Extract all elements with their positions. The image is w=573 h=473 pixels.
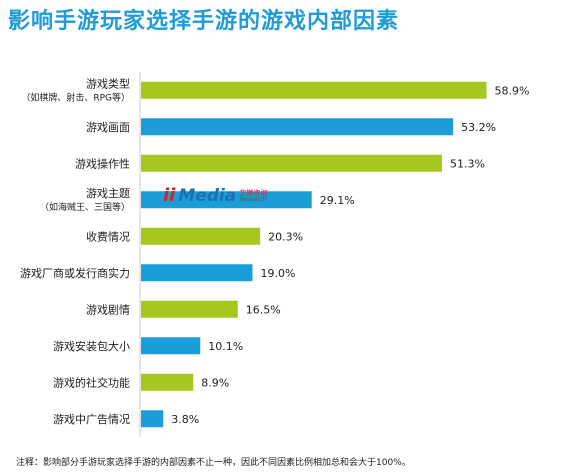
value-label-2: 53.2%	[461, 121, 496, 134]
value-label-4: 29.1%	[320, 194, 355, 207]
category-label-1: 游戏类型（如棋牌、射击、RPG等）	[21, 76, 130, 103]
bar-1	[141, 81, 487, 99]
chart-title: 影响手游玩家选择手游的游戏内部因素	[8, 9, 400, 34]
bar-10	[141, 410, 164, 428]
value-label-6: 19.0%	[260, 267, 295, 280]
category-label-5: 收费情况	[86, 229, 130, 243]
category-label-6: 游戏厂商或发行商实力	[20, 266, 130, 280]
watermark-media: Media	[178, 185, 237, 206]
category-label-2: 游戏画面	[86, 121, 130, 134]
bar-3	[141, 154, 442, 172]
watermark-cn: 艾媒咨询	[239, 188, 268, 197]
value-label-9: 8.9%	[201, 376, 229, 389]
value-label-5: 20.3%	[268, 230, 303, 243]
category-label-9: 游戏的社交功能	[53, 375, 130, 389]
watermark-logo: ii	[163, 185, 176, 206]
bar-6	[141, 264, 253, 282]
bar-9	[141, 373, 194, 391]
bar-7	[141, 300, 238, 318]
category-label-8: 游戏安装包大小	[53, 339, 130, 353]
imedia-watermark: ii Media 艾媒咨询 Research	[163, 187, 267, 205]
footnote: 注释：影响部分手游玩家选择手游的内部因素不止一种，因此不同因素比例相加总和会大于…	[16, 458, 411, 468]
value-label-10: 3.8%	[171, 413, 199, 426]
category-label-4: 游戏主题（如海贼王、三国等）	[40, 187, 130, 213]
bar-4	[141, 191, 312, 209]
bar-5	[141, 227, 261, 245]
bar-8	[141, 337, 201, 355]
value-label-8: 10.1%	[208, 340, 243, 353]
value-label-1: 58.9%	[495, 84, 530, 97]
category-label-7: 游戏剧情	[86, 303, 130, 316]
value-label-3: 51.3%	[450, 157, 485, 170]
value-label-7: 16.5%	[246, 303, 281, 316]
watermark-en: Research	[239, 195, 267, 203]
bar-2	[141, 118, 454, 136]
category-label-3: 游戏操作性	[75, 156, 130, 170]
category-label-10: 游戏中广告情况	[53, 413, 130, 426]
